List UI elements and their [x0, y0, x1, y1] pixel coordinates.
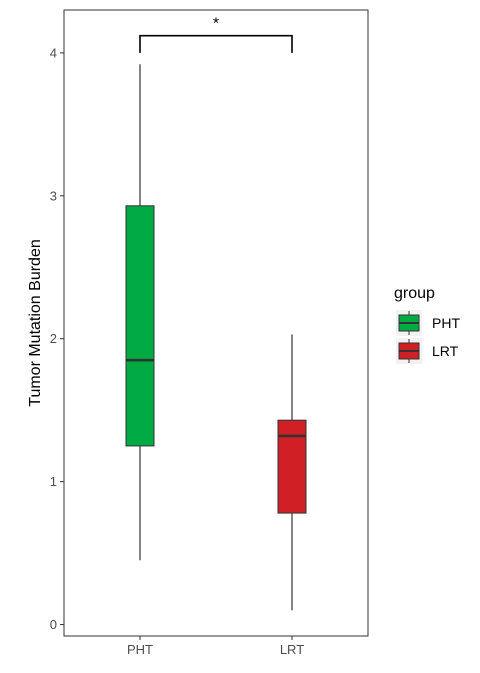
y-axis: 0 1 2 3 4 [50, 45, 64, 632]
significance-bracket: * [139, 16, 293, 53]
legend-label: PHT [432, 315, 460, 331]
x-tick-label: PHT [127, 642, 153, 657]
box-pht [125, 64, 155, 561]
y-axis-title: Tumor Mutation Burden [27, 239, 44, 406]
box-lrt [277, 334, 307, 611]
y-tick-label: 0 [50, 617, 57, 632]
legend-item-lrt: LRT [396, 338, 459, 364]
y-tick-label: 4 [50, 45, 57, 60]
y-tick-label: 2 [50, 331, 57, 346]
legend-label: LRT [432, 343, 459, 359]
legend-item-pht: PHT [396, 310, 460, 336]
y-tick-label: 1 [50, 474, 57, 489]
x-axis: PHT LRT [127, 636, 304, 657]
interquartile-box [125, 205, 155, 447]
interquartile-box [277, 419, 307, 514]
x-tick-label: LRT [280, 642, 304, 657]
bracket-line [139, 34, 293, 53]
y-tick-label: 3 [50, 188, 57, 203]
significance-label: * [213, 16, 219, 33]
legend-title: group [394, 285, 435, 302]
legend: group PHT LRT [394, 285, 460, 364]
panel-border [63, 9, 369, 637]
boxes [125, 64, 307, 611]
